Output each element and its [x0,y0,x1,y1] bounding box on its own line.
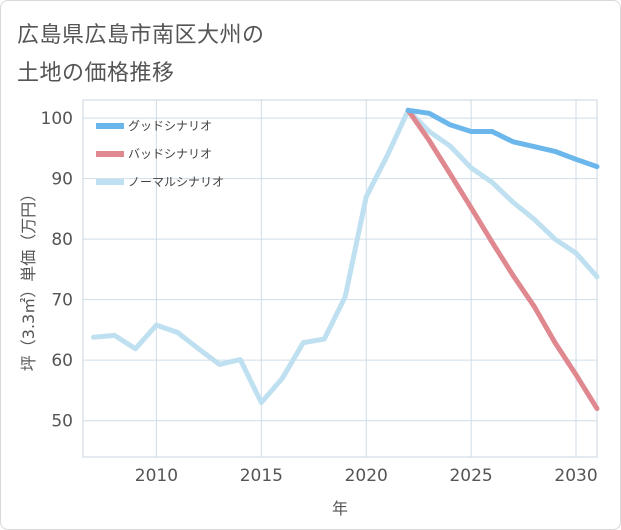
x-tick-label: 2025 [449,466,492,486]
series-layer [91,107,600,412]
y-tick-label: 70 [51,291,73,311]
chart-title-line-1: 広島県広島市南区大州の [17,23,265,48]
legend-label: グッドシナリオ [128,119,212,133]
legend-label: ノーマルシナリオ [128,175,224,189]
grid [83,100,597,457]
x-axis-ticks: 2010 2015 2020 2025 2030 [135,466,598,486]
y-tick-label: 90 [51,170,73,190]
series-line [405,107,600,412]
series-line [405,107,600,170]
y-tick-label: 50 [51,412,73,432]
series-line [91,107,600,405]
y-tick-label: 100 [41,109,73,129]
x-tick-label: 2015 [240,466,283,486]
y-tick-label: 60 [51,351,73,371]
y-axis-ticks: 50 60 70 80 90 100 [41,109,73,432]
x-axis-title: 年 [332,499,348,518]
x-tick-label: 2030 [554,466,597,486]
x-tick-label: 2020 [345,466,388,486]
y-tick-label: 80 [51,230,73,250]
y-axis-title: 坪（3.3㎡）単価（万円） [19,186,38,371]
x-tick-label: 2010 [135,466,178,486]
chart-title-line-2: 土地の価格推移 [17,61,175,86]
legend-label: バッドシナリオ [128,147,212,161]
